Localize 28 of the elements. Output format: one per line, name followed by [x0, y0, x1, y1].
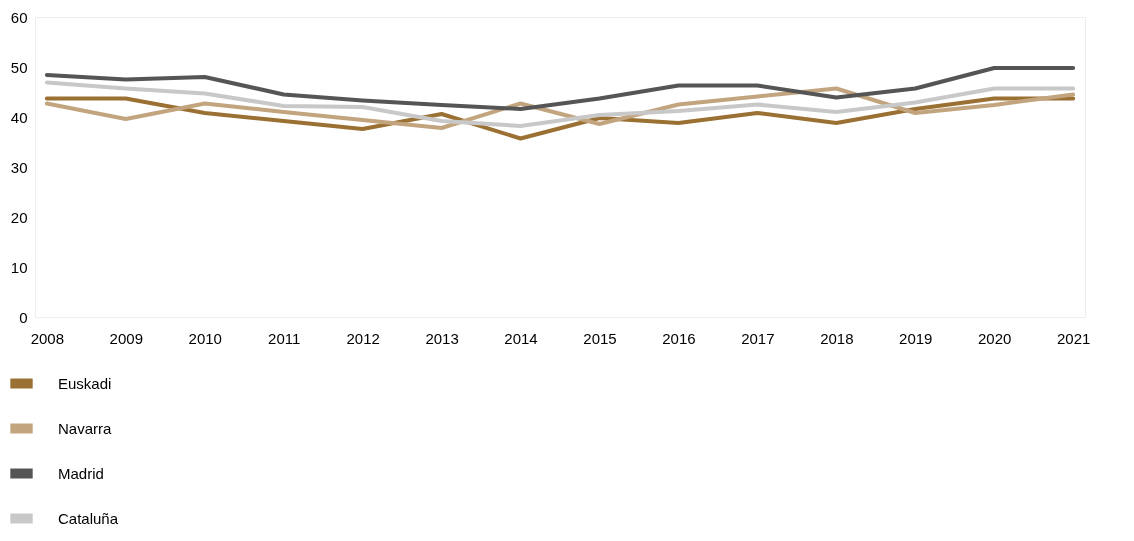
y-tick-label: 50: [10, 58, 28, 76]
legend-label: Euskadi: [58, 374, 112, 392]
x-tick-label: 2010: [188, 329, 222, 347]
y-tick-label: 20: [10, 208, 28, 226]
x-tick-label: 2021: [1056, 329, 1091, 347]
x-tick-label: 2016: [662, 329, 696, 347]
x-tick-label: 2014: [504, 329, 538, 347]
y-tick-label: 0: [19, 308, 28, 326]
legend-label: Madrid: [58, 464, 104, 482]
x-tick-label: 2017: [741, 329, 775, 347]
x-tick-label: 2013: [425, 329, 459, 347]
x-tick-label: 2008: [30, 329, 65, 347]
x-tick-label: 2011: [268, 329, 301, 347]
legend-label: Cataluña: [58, 509, 119, 527]
line-series: [44, 86, 1076, 130]
y-tick-label: 60: [10, 8, 28, 26]
x-tick-label: 2009: [109, 329, 143, 347]
y-tick-label: 40: [10, 108, 28, 126]
y-tick-label: 30: [10, 158, 28, 176]
x-tick-label: 2018: [820, 329, 854, 347]
x-tick-label: 2015: [583, 329, 617, 347]
x-tick-label: 2012: [346, 329, 380, 347]
line-series: [44, 80, 1076, 128]
y-tick-label: 10: [10, 258, 28, 276]
legend-label: Navarra: [58, 419, 113, 437]
line-series: [44, 66, 1076, 111]
x-tick-label: 2020: [978, 329, 1012, 347]
x-tick-label: 2019: [899, 329, 933, 347]
